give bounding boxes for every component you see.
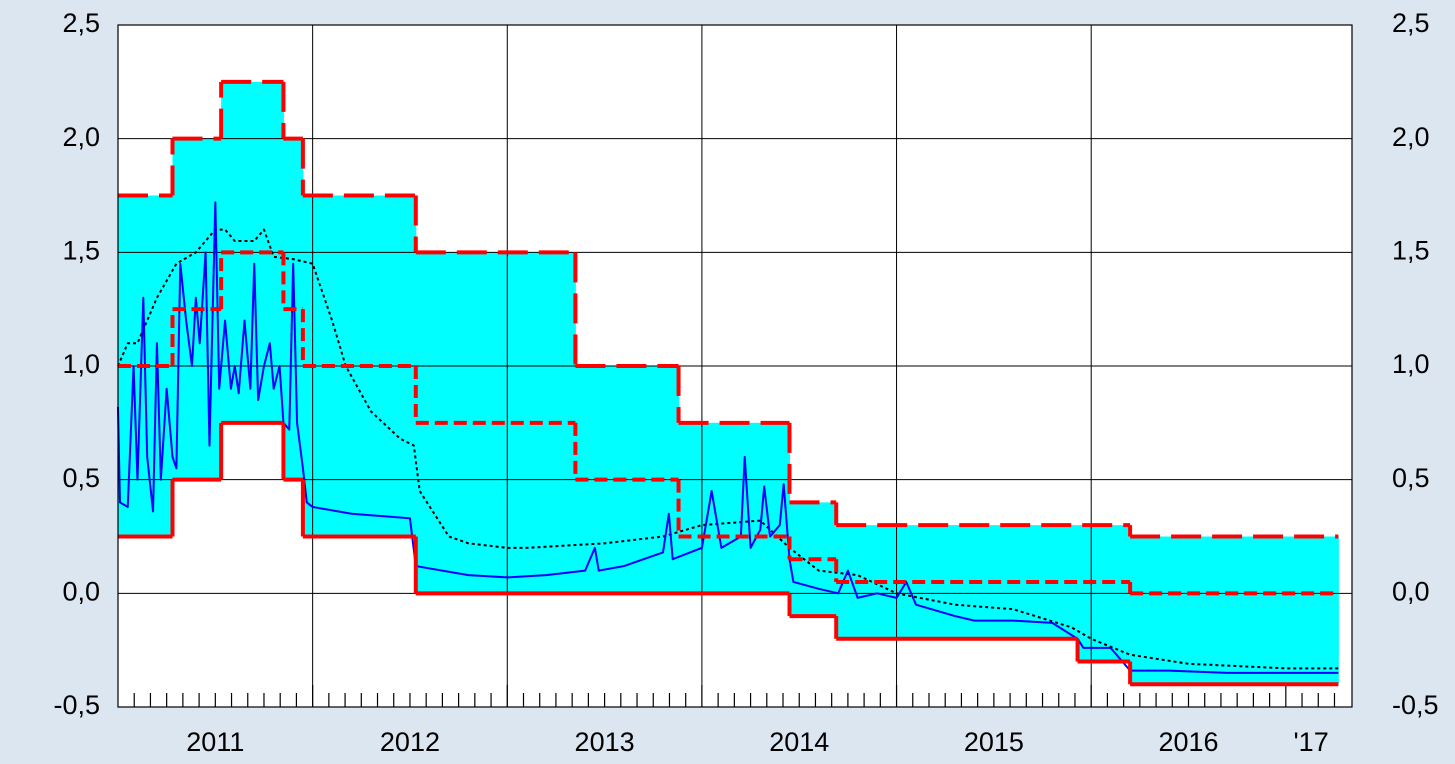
- y2-tick-label: -0,5: [1392, 690, 1439, 720]
- y-tick-label: 1,5: [62, 235, 100, 265]
- y-tick-label: 1,0: [62, 349, 100, 379]
- y2-tick-label: 2,0: [1392, 122, 1430, 152]
- x-tick-label: 2013: [575, 727, 635, 757]
- y2-tick-label: 0,5: [1392, 463, 1430, 493]
- y-tick-label: -0,5: [53, 690, 100, 720]
- y-tick-label: 0,5: [62, 463, 100, 493]
- x-tick-label: 2015: [964, 727, 1024, 757]
- corridor-fill: [678, 422, 790, 594]
- y-tick-label: 0,0: [62, 576, 100, 606]
- corridor-fill: [1130, 536, 1339, 685]
- y2-tick-label: 1,5: [1392, 235, 1430, 265]
- y2-tick-label: 1,0: [1392, 349, 1430, 379]
- plot-frame: [117, 24, 1353, 708]
- x-tick-label: 2014: [769, 727, 829, 757]
- y-tick-label: 2,0: [62, 122, 100, 152]
- series-line: [117, 201, 1339, 674]
- series-line: [117, 228, 1339, 670]
- y2-tick-label: 2,5: [1392, 8, 1430, 38]
- x-tick-label: '17: [1294, 727, 1329, 757]
- x-tick-label: 2012: [380, 727, 440, 757]
- y-tick-label: 2,5: [62, 8, 100, 38]
- x-tick-label: 2016: [1158, 727, 1218, 757]
- y2-tick-label: 0,0: [1392, 576, 1430, 606]
- x-tick-label: 2011: [186, 727, 244, 757]
